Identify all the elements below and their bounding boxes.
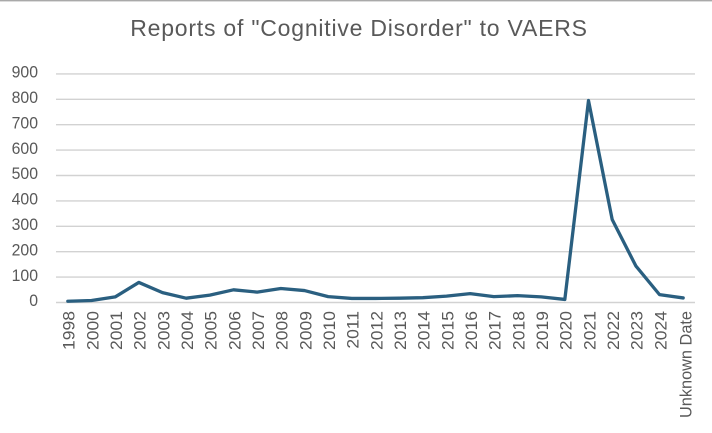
svg-text:2024: 2024 <box>651 311 671 350</box>
svg-text:2023: 2023 <box>627 311 647 350</box>
svg-text:2013: 2013 <box>390 311 410 350</box>
svg-text:2006: 2006 <box>225 311 245 350</box>
svg-text:Reports of "Cognitive Disorder: Reports of "Cognitive Disorder" to VAERS <box>130 15 587 41</box>
svg-text:900: 900 <box>12 63 38 82</box>
svg-text:200: 200 <box>12 241 38 260</box>
svg-text:2007: 2007 <box>248 311 268 350</box>
svg-text:300: 300 <box>12 216 38 235</box>
svg-text:2008: 2008 <box>272 311 292 350</box>
svg-text:2015: 2015 <box>438 311 458 350</box>
svg-text:2022: 2022 <box>603 311 623 350</box>
svg-text:2002: 2002 <box>130 311 150 350</box>
svg-text:2010: 2010 <box>319 311 339 350</box>
svg-text:600: 600 <box>12 139 38 158</box>
svg-text:2011: 2011 <box>343 311 363 349</box>
svg-text:0: 0 <box>29 292 38 311</box>
svg-text:2005: 2005 <box>201 311 221 350</box>
svg-text:Unknown Date: Unknown Date <box>676 311 695 418</box>
svg-text:2000: 2000 <box>83 311 103 350</box>
svg-text:2017: 2017 <box>485 311 505 350</box>
svg-text:700: 700 <box>12 114 38 133</box>
svg-text:100: 100 <box>12 266 38 285</box>
svg-text:2014: 2014 <box>414 311 434 350</box>
svg-text:500: 500 <box>12 165 38 184</box>
svg-text:2016: 2016 <box>461 311 481 350</box>
svg-text:2001: 2001 <box>106 311 126 350</box>
svg-text:2003: 2003 <box>154 311 174 350</box>
svg-text:2009: 2009 <box>296 311 316 350</box>
svg-text:2019: 2019 <box>532 311 552 350</box>
svg-text:2021: 2021 <box>580 311 600 350</box>
svg-text:2018: 2018 <box>509 311 529 350</box>
svg-text:800: 800 <box>12 89 38 108</box>
svg-text:2020: 2020 <box>556 311 576 350</box>
svg-text:2004: 2004 <box>177 311 197 350</box>
svg-text:2012: 2012 <box>367 311 387 350</box>
svg-text:1998: 1998 <box>59 311 79 350</box>
svg-text:400: 400 <box>12 190 38 209</box>
